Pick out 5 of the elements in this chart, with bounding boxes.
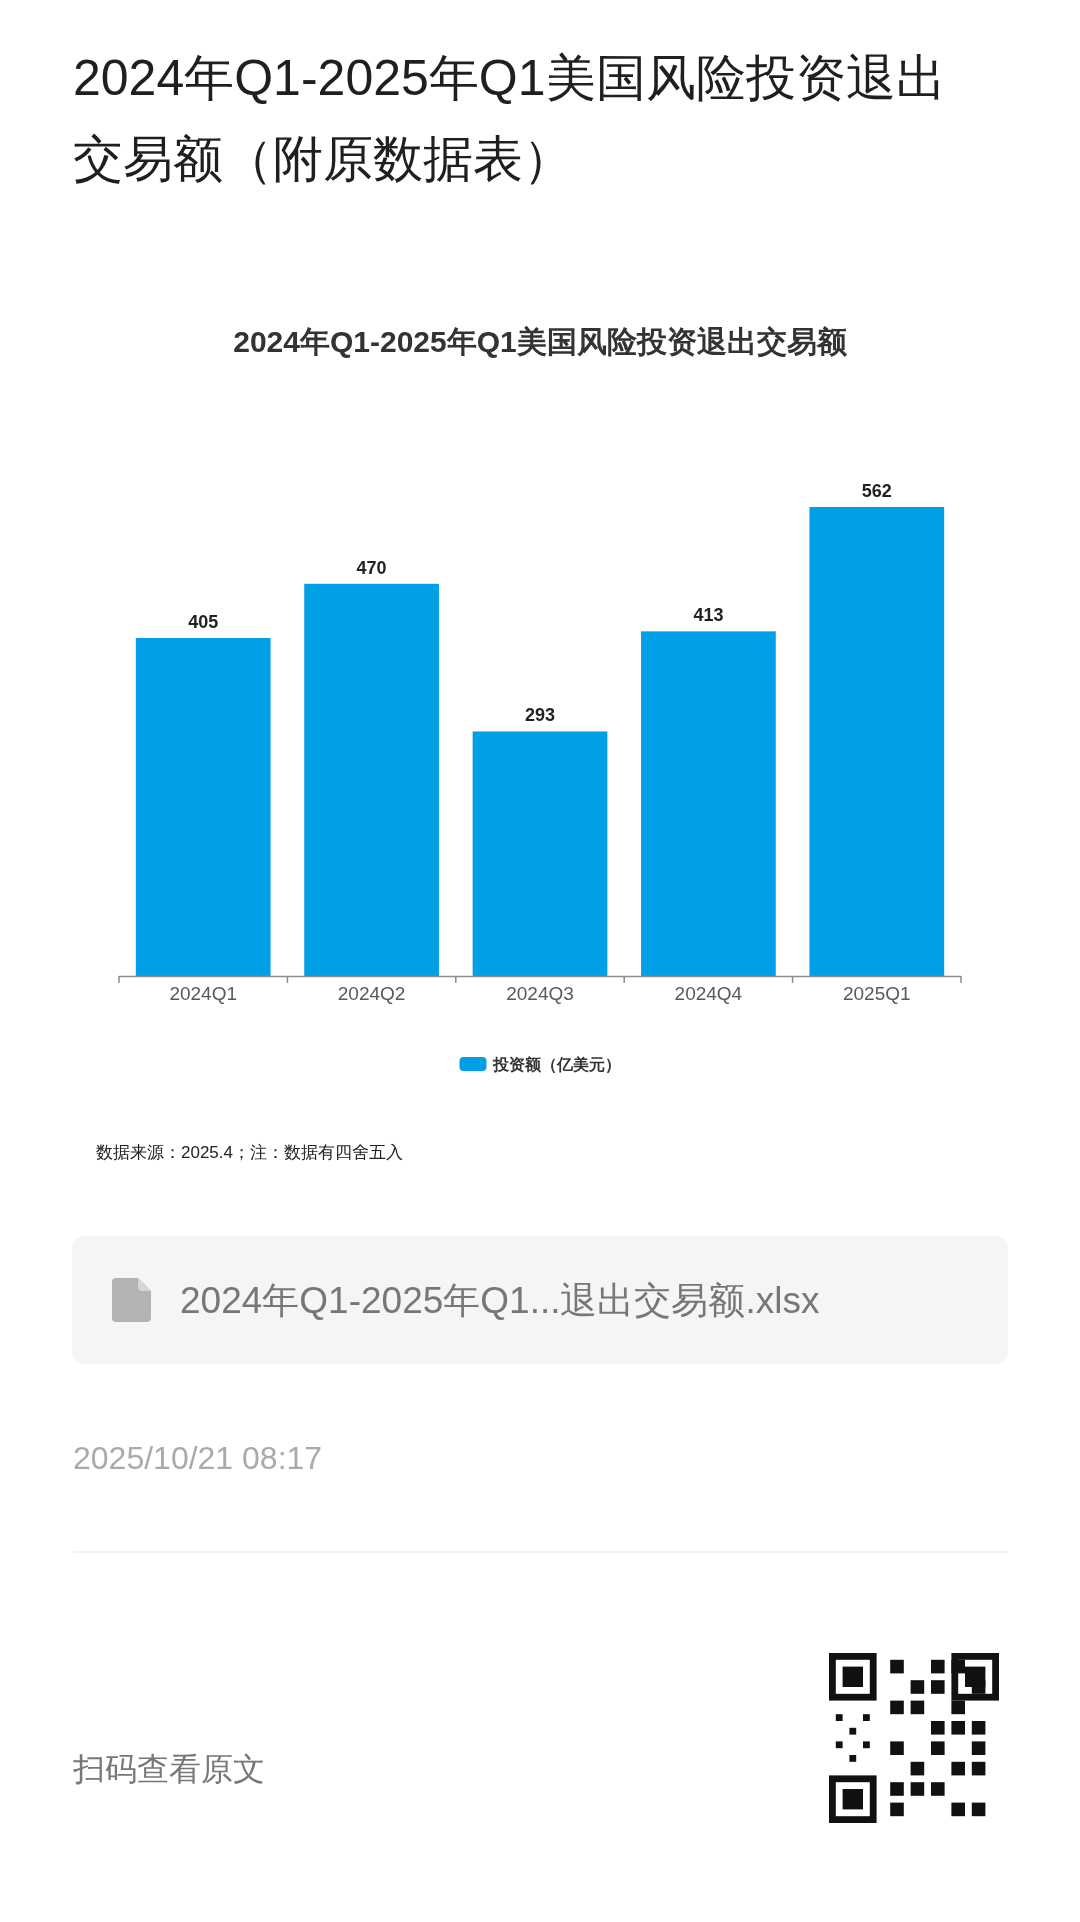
annotation: 扫码查看原文 — [73, 1751, 265, 1787]
annotation: 2024年Q1-2025年Q1...退出交易额.xlsx — [180, 1279, 820, 1321]
subtitle: 2024年Q1-2025年Q1美国风险投资退出交易额 — [233, 324, 847, 358]
annotation: 数据来源：2025.4；注：数据有四舍五入 — [96, 1142, 403, 1162]
annotation: 2025/10/21 08:17 — [73, 1440, 323, 1476]
